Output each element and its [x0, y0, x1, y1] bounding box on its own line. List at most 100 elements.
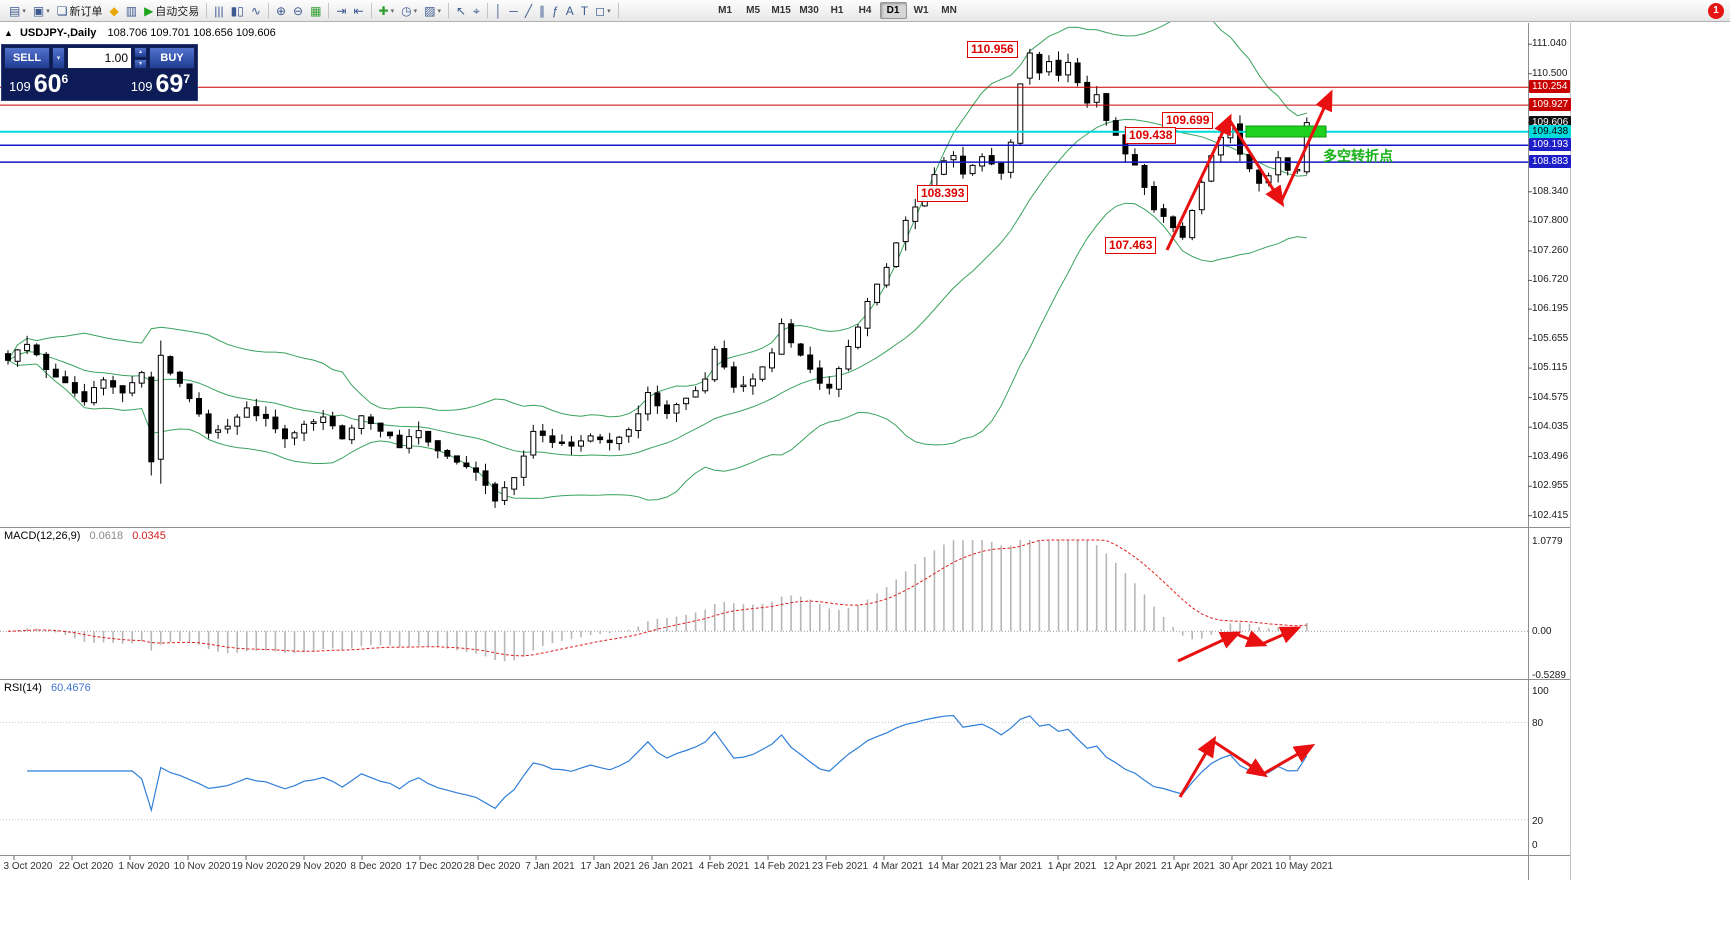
price-callout[interactable]: 108.393 [917, 185, 969, 202]
price-scale-tick: 108.340 [1532, 185, 1569, 197]
candlestick-chart-icon[interactable]: ▮▯ [230, 3, 244, 18]
price-callout[interactable]: 107.463 [1105, 237, 1157, 254]
rsi-indicator-label: RSI(14) 60.4676 [4, 682, 91, 694]
buy-button[interactable]: BUY [149, 47, 195, 69]
x-axis-label: 22 Oct 2020 [58, 861, 114, 872]
toolbar-separator [617, 3, 619, 18]
shapes-icon[interactable]: ◻ ▾ [595, 3, 611, 18]
chart-shift-icon[interactable]: ⇤ [353, 3, 364, 18]
trendline-icon[interactable]: ╱ [524, 3, 533, 18]
indicators-list-icon[interactable]: ✚ ▾ [378, 3, 395, 18]
x-axis-label: 1 Apr 2021 [1047, 861, 1097, 872]
trend-arrows-rsi[interactable] [1178, 735, 1316, 798]
tile-windows-icon[interactable]: ▦ [310, 3, 322, 18]
x-axis-label: 4 Mar 2021 [872, 861, 924, 872]
fibonacci-icon[interactable]: ƒ [552, 3, 559, 18]
new-chart-icon[interactable]: ▤ ▾ [9, 3, 26, 18]
vertical-line-icon[interactable]: │ [494, 3, 503, 18]
timeframe-h4-button[interactable]: H4 [858, 5, 872, 16]
rsi-scale-tick: 100 [1532, 686, 1549, 697]
timeframe-h1-button[interactable]: H1 [830, 5, 844, 16]
rsi-scale-tick: 80 [1532, 718, 1544, 730]
trade-panel-toggle-icon[interactable]: ▲ [4, 28, 13, 38]
x-axis-label: 12 Apr 2021 [1103, 861, 1157, 872]
price-scale-tick: 110.500 [1532, 67, 1568, 79]
chart-profiles-icon[interactable]: ▣ ▾ [32, 3, 50, 18]
x-axis-label: 1 Nov 2020 [118, 861, 170, 872]
horizontal-line-objects[interactable] [0, 86, 1528, 163]
chart-title: ▲ USDJPY-,Daily 108.706 109.701 108.656 … [4, 27, 276, 39]
chart-symbol-label: USDJPY-,Daily [19, 27, 97, 39]
x-axis-label: 21 Apr 2021 [1161, 861, 1215, 872]
autotrading-button[interactable]: ▶ 自动交易 [144, 3, 200, 18]
macd-signal-value: 0.0345 [132, 530, 166, 542]
x-axis-label: 19 Nov 2020 [231, 861, 289, 872]
macd-signal-line [7, 539, 1307, 657]
toolbar-separator [486, 3, 488, 18]
timeframe-m5-button[interactable]: M5 [746, 5, 761, 16]
buy-price-handle: 109 [130, 79, 153, 94]
templates-icon[interactable]: ▨ ▾ [424, 3, 441, 18]
volume-input[interactable]: 1.00 [67, 47, 132, 69]
turning-point-annotation[interactable]: 多空转折点 [1323, 148, 1393, 164]
x-axis-label: 4 Feb 2021 [698, 861, 750, 872]
sell-button[interactable]: SELL [4, 47, 50, 69]
price-scale-tick: 105.655 [1532, 332, 1569, 344]
timeframe-m15-button[interactable]: M15 [771, 5, 791, 16]
one-click-trading-panel: SELL ▾ 1.00 ▴ ▾ BUY 109 60 6 109 69 7 [1, 44, 198, 101]
bar-chart-icon[interactable]: ||| [214, 3, 224, 18]
buy-price-pips: 69 [155, 70, 184, 98]
line-chart-icon[interactable]: ∿ [250, 3, 261, 18]
notification-badge[interactable]: 1 [1708, 2, 1724, 19]
metaeditor-icon[interactable]: ◆ [109, 3, 119, 18]
volume-spinner[interactable]: ▴ ▾ [134, 47, 147, 69]
volume-up-icon[interactable]: ▴ [134, 47, 147, 58]
volume-down-icon[interactable]: ▾ [134, 58, 147, 69]
green-rectangle-annotation[interactable] [1245, 125, 1327, 138]
toolbar-separator [447, 3, 449, 18]
text-icon[interactable]: A [565, 3, 574, 18]
channel-icon[interactable]: ∥ [539, 3, 546, 18]
toolbar-buttons: ▤ ▾ ▣ ▾ ❏ 新订单 ◆ ▥ ▶ 自动交易 ||| ▮▯ ∿ ⊕ ⊖ ▦ ⇥ ⇤ ✚ ▾ ◷ ▾ ▨ ▾ ↖ ⌖ │ ─ ╱ ∥ ƒ A… [6, 2, 622, 20]
cursor-icon[interactable]: ↖ [455, 3, 467, 18]
trend-arrows-main-chart[interactable] [1165, 89, 1333, 251]
x-axis-label: 8 Dec 2020 [350, 861, 402, 872]
timeframe-m30-button[interactable]: M30 [799, 5, 819, 16]
price-callout[interactable]: 109.438 [1125, 127, 1177, 144]
timeframe-w1-button[interactable]: W1 [913, 5, 929, 16]
price-scale-tick: 104.575 [1532, 391, 1569, 403]
chart-ohlc-values: 108.706 109.701 108.656 109.606 [107, 27, 276, 39]
sell-price[interactable]: 109 60 6 [9, 70, 68, 98]
trend-arrows-macd[interactable] [1177, 626, 1302, 663]
price-scale-marker: 109.438 [1529, 124, 1572, 138]
timeframe-toolbar: M1 M5 M15 M30 H1 H4 D1 W1 MN [712, 2, 963, 19]
volume-dropdown-button[interactable]: ▾ [52, 47, 65, 69]
horizontal-line-icon[interactable]: ─ [509, 3, 518, 18]
rsi-value: 60.4676 [50, 682, 91, 694]
periods-icon[interactable]: ◷ ▾ [401, 3, 418, 18]
x-axis-label: 17 Jan 2021 [580, 861, 636, 872]
timeframe-d1-button[interactable]: D1 [879, 2, 907, 19]
label-icon[interactable]: T [580, 3, 589, 18]
auto-scroll-icon[interactable]: ⇥ [336, 3, 347, 18]
buy-price[interactable]: 109 69 7 [131, 70, 190, 98]
price-scale-tick: 102.955 [1532, 480, 1569, 492]
timeframe-m1-button[interactable]: M1 [718, 5, 733, 16]
new-order-button[interactable]: ❏ 新订单 [56, 3, 103, 18]
zoom-in-icon[interactable]: ⊕ [275, 3, 286, 18]
terminal-icon[interactable]: ▥ [125, 3, 138, 18]
crosshair-icon[interactable]: ⌖ [473, 3, 480, 18]
price-scale-marker: 108.883 [1529, 155, 1572, 169]
zoom-out-icon[interactable]: ⊖ [293, 3, 304, 18]
rsi-line [27, 714, 1308, 813]
price-scale-tick: 102.415 [1532, 509, 1569, 521]
sell-price-point: 6 [61, 72, 69, 86]
price-callout[interactable]: 110.956 [967, 41, 1018, 58]
x-axis-label: 14 Feb 2021 [753, 861, 811, 872]
x-axis-label: 23 Feb 2021 [811, 861, 869, 872]
timeframe-mn-button[interactable]: MN [941, 5, 957, 16]
price-callout[interactable]: 109.699 [1162, 112, 1214, 129]
